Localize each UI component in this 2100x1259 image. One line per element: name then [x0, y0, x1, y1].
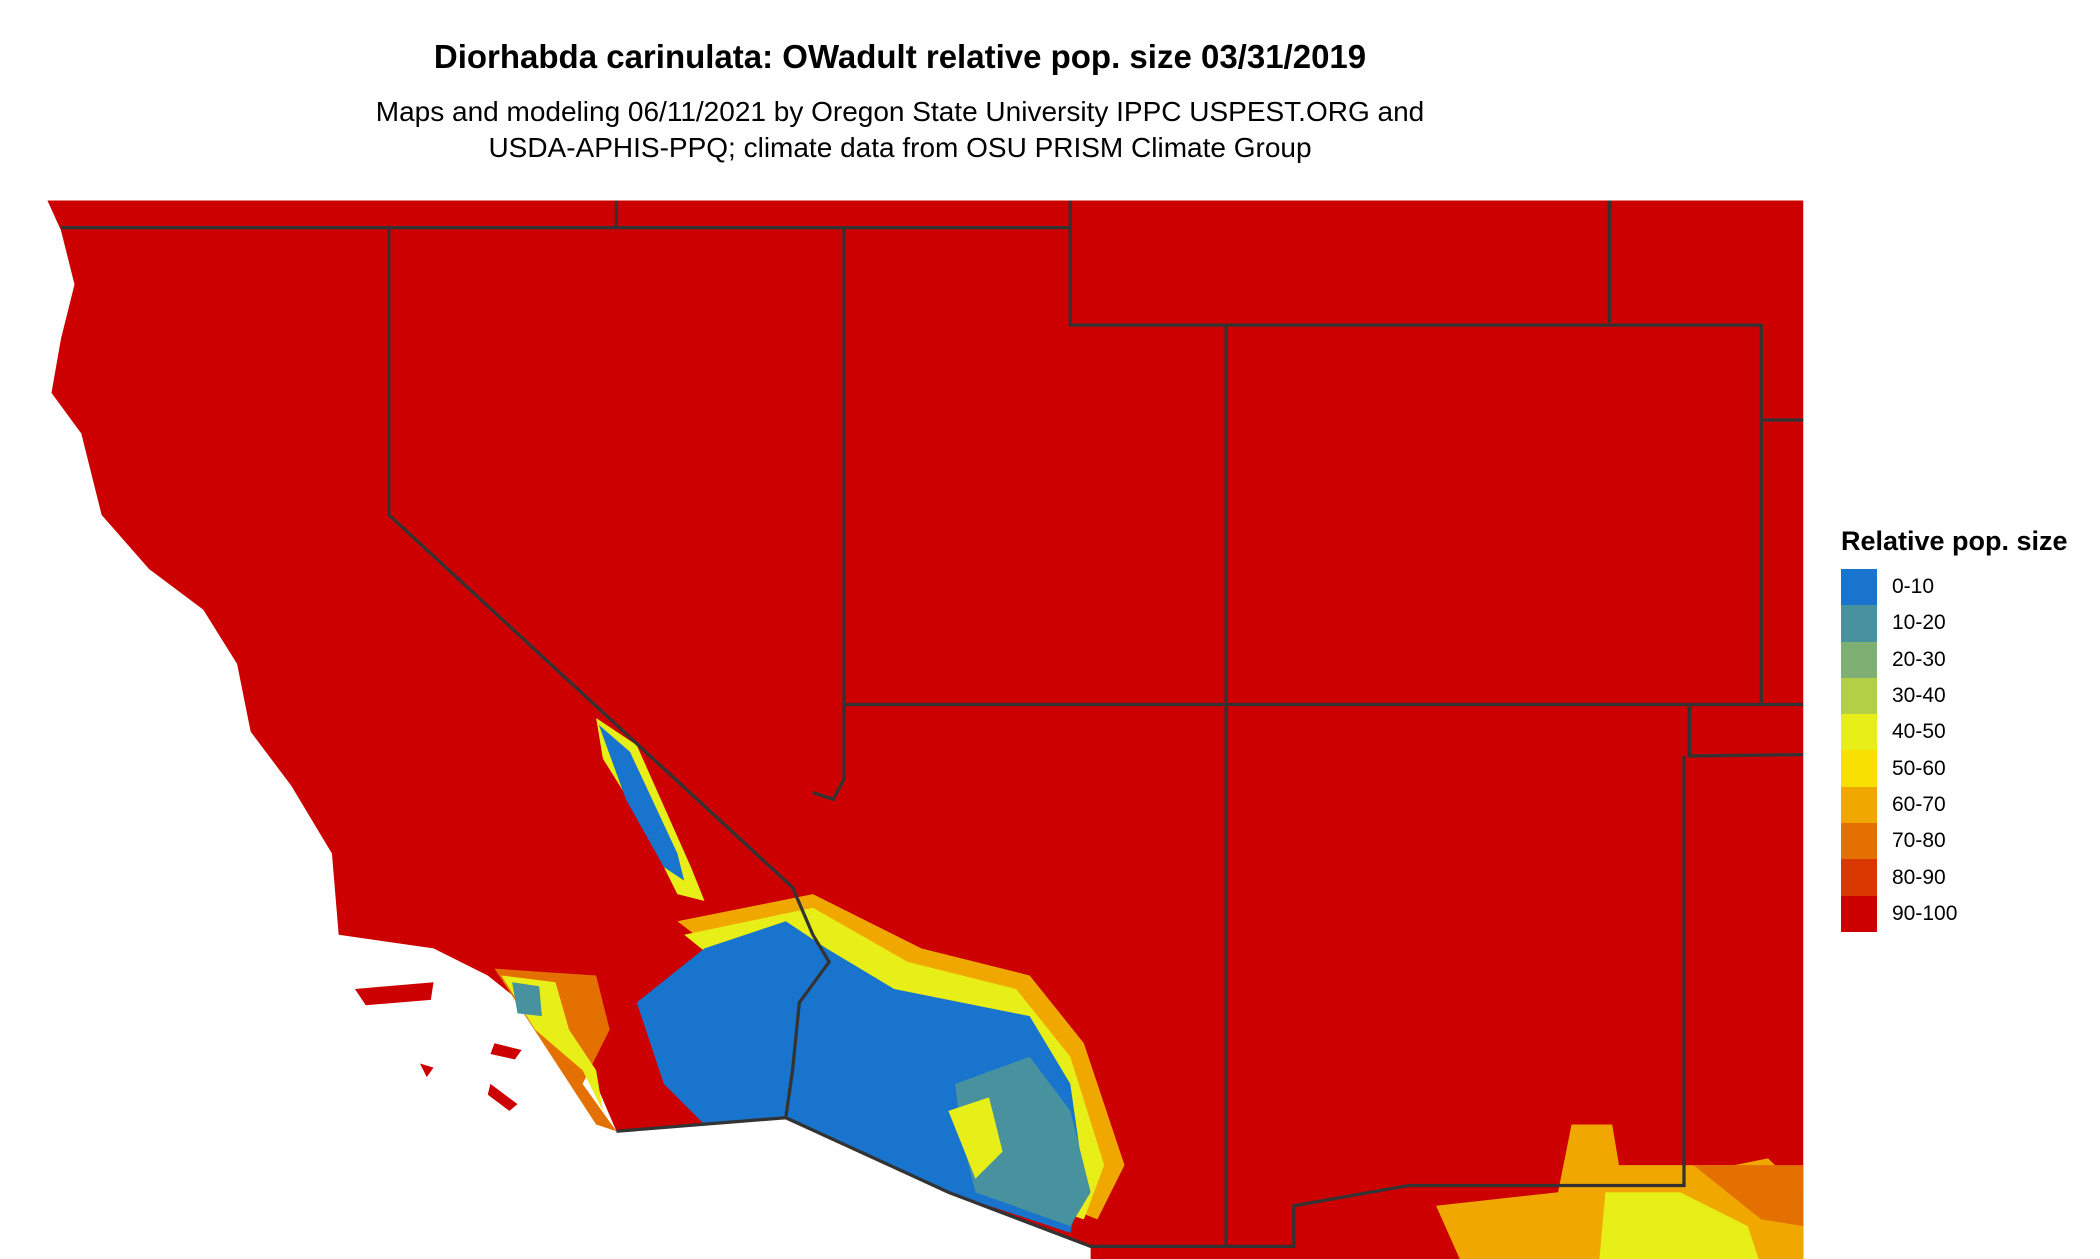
- legend-label: 70-80: [1892, 829, 1946, 853]
- legend-swatch: [1841, 895, 1877, 932]
- legend-swatch: [1841, 859, 1877, 896]
- legend-swatch: [1841, 714, 1877, 751]
- legend-label: 50-60: [1892, 756, 1946, 780]
- map-subtitle-line2: USDA-APHIS-PPQ; climate data from OSU PR…: [488, 132, 1312, 163]
- legend-item: 0-10: [1841, 569, 2068, 606]
- legend-item: 90-100: [1841, 895, 2068, 932]
- legend-swatch: [1841, 750, 1877, 787]
- map-subtitle-line1: Maps and modeling 06/11/2021 by Oregon S…: [375, 96, 1425, 127]
- legend-label: 40-50: [1892, 720, 1946, 744]
- legend-item: 60-70: [1841, 786, 2068, 824]
- low-population-zones: [494, 718, 1804, 1259]
- island-patches: [354, 982, 522, 1111]
- state-borders: [60, 200, 1804, 1249]
- legend-item: 30-40: [1841, 677, 2068, 715]
- legend-item: 70-80: [1841, 823, 2068, 860]
- legend-item: 40-50: [1841, 714, 2068, 751]
- map-title: Diorhabda carinulata: OWadult relative p…: [433, 38, 1367, 75]
- legend-item: 10-20: [1841, 605, 2068, 642]
- legend-label: 0-10: [1892, 575, 1935, 599]
- legend-swatch: [1841, 641, 1877, 678]
- legend-item: 50-60: [1841, 750, 2068, 787]
- legend-label: 20-30: [1892, 647, 1946, 671]
- legend-label: 30-40: [1892, 684, 1946, 708]
- legend-swatch: [1841, 569, 1877, 606]
- legend-label: 60-70: [1892, 792, 1946, 816]
- legend-item: 80-90: [1841, 859, 2068, 896]
- legend-swatch: [1841, 786, 1877, 824]
- legend-item: 20-30: [1841, 641, 2068, 678]
- legend-swatch: [1841, 605, 1877, 642]
- legend-swatch: [1841, 823, 1877, 860]
- legend-swatch: [1841, 677, 1877, 715]
- legend: Relative pop. size 0-10 10-20 20-30 30-40 40…: [1841, 526, 2068, 932]
- legend-label: 90-100: [1892, 901, 1958, 925]
- legend-label: 10-20: [1892, 611, 1946, 635]
- legend-title: Relative pop. size: [1841, 526, 2068, 556]
- ocean-area: [0, 200, 1091, 1259]
- legend-label: 80-90: [1892, 865, 1946, 889]
